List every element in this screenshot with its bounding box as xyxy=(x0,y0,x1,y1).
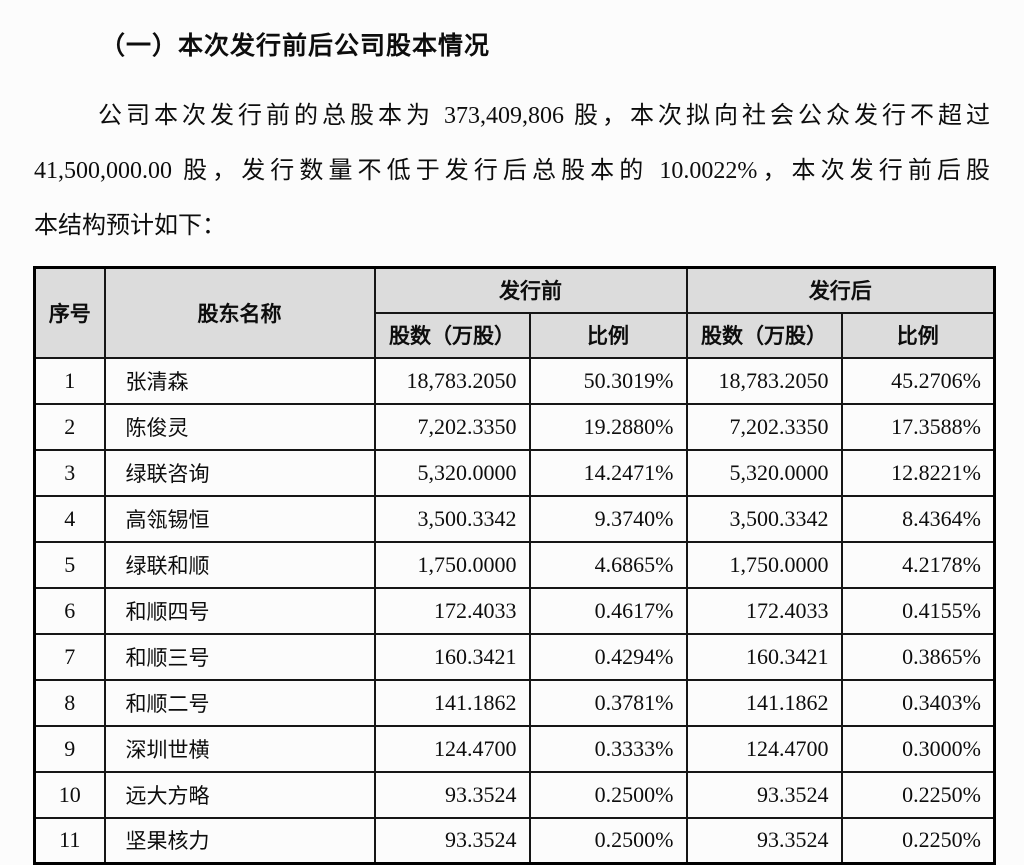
cell-shareholder-name: 高瓴锡恒 xyxy=(103,494,376,543)
header-col-index: 序号 xyxy=(33,266,106,359)
cell-post-ratio: 0.3403% xyxy=(840,678,996,727)
cell-shareholder-name: 和顺四号 xyxy=(103,586,376,635)
table-row: 4 高瓴锡恒 3,500.3342 9.3740% 3,500.3342 8.4364% xyxy=(33,494,996,543)
cell-post-ratio: 12.8221% xyxy=(840,448,996,497)
cell-post-ratio: 0.2250% xyxy=(840,816,996,865)
cell-shareholder-name: 张清森 xyxy=(103,356,376,405)
cell-pre-shares: 93.3524 xyxy=(373,770,531,819)
cell-pre-ratio: 50.3019% xyxy=(528,356,688,405)
header-pre-ratio: 比例 xyxy=(528,311,688,359)
cell-index: 6 xyxy=(33,586,106,635)
cell-post-ratio: 8.4364% xyxy=(840,494,996,543)
table-row: 2 陈俊灵 7,202.3350 19.2880% 7,202.3350 17.3588% xyxy=(33,402,996,451)
header-col-shareholder: 股东名称 xyxy=(103,266,376,359)
cell-shareholder-name: 绿联和顺 xyxy=(103,540,376,589)
cell-pre-ratio: 0.4617% xyxy=(528,586,688,635)
cell-shareholder-name: 远大方略 xyxy=(103,770,376,819)
cell-pre-ratio: 0.4294% xyxy=(528,632,688,681)
cell-pre-shares: 5,320.0000 xyxy=(373,448,531,497)
cell-index: 4 xyxy=(33,494,106,543)
header-post-shares: 股数（万股） xyxy=(685,311,843,359)
cell-index: 8 xyxy=(33,678,106,727)
cell-post-ratio: 4.2178% xyxy=(840,540,996,589)
header-group-post-issuance: 发行后 xyxy=(685,266,996,314)
cell-post-ratio: 45.2706% xyxy=(840,356,996,405)
table-row: 9 深圳世横 124.4700 0.3333% 124.4700 0.3000% xyxy=(33,724,996,773)
table-row: 3 绿联咨询 5,320.0000 14.2471% 5,320.0000 12.8221… xyxy=(33,448,996,497)
cell-pre-shares: 160.3421 xyxy=(373,632,531,681)
shareholding-table: 序号 股东名称 发行前 发行后 股数（万股） 比例 股数（万股） 比例 1 张清森… xyxy=(33,266,996,865)
cell-index: 2 xyxy=(33,402,106,451)
table-row: 1 张清森 18,783.2050 50.3019% 18,783.2050 45.270… xyxy=(33,356,996,405)
cell-pre-shares: 141.1862 xyxy=(373,678,531,727)
cell-pre-ratio: 19.2880% xyxy=(528,402,688,451)
cell-post-shares: 172.4033 xyxy=(685,586,843,635)
cell-post-shares: 124.4700 xyxy=(685,724,843,773)
cell-post-ratio: 0.3865% xyxy=(840,632,996,681)
intro-line-3: 本结构预计如下： xyxy=(34,213,226,239)
intro-paragraph: 公司本次发行前的总股本为 373,409,806 股，本次拟向社会公众发行不超过… xyxy=(34,89,990,254)
header-post-ratio: 比例 xyxy=(840,311,996,359)
cell-shareholder-name: 绿联咨询 xyxy=(103,448,376,497)
cell-post-shares: 141.1862 xyxy=(685,678,843,727)
table-row: 5 绿联和顺 1,750.0000 4.6865% 1,750.0000 4.2178% xyxy=(33,540,996,589)
table-header: 序号 股东名称 发行前 发行后 股数（万股） 比例 股数（万股） 比例 xyxy=(33,266,996,359)
cell-pre-shares: 3,500.3342 xyxy=(373,494,531,543)
cell-post-ratio: 0.4155% xyxy=(840,586,996,635)
cell-post-shares: 7,202.3350 xyxy=(685,402,843,451)
cell-pre-ratio: 4.6865% xyxy=(528,540,688,589)
cell-shareholder-name: 陈俊灵 xyxy=(103,402,376,451)
cell-pre-shares: 93.3524 xyxy=(373,816,531,865)
table-row: 7 和顺三号 160.3421 0.4294% 160.3421 0.3865% xyxy=(33,632,996,681)
cell-pre-ratio: 0.3781% xyxy=(528,678,688,727)
cell-index: 7 xyxy=(33,632,106,681)
table-row: 8 和顺二号 141.1862 0.3781% 141.1862 0.3403% xyxy=(33,678,996,727)
cell-shareholder-name: 坚果核力 xyxy=(103,816,376,865)
cell-shareholder-name: 和顺三号 xyxy=(103,632,376,681)
cell-index: 3 xyxy=(33,448,106,497)
cell-post-ratio: 17.3588% xyxy=(840,402,996,451)
cell-post-shares: 18,783.2050 xyxy=(685,356,843,405)
cell-index: 11 xyxy=(33,816,106,865)
cell-pre-shares: 7,202.3350 xyxy=(373,402,531,451)
intro-line-2: 41,500,000.00 股，发行数量不低于发行后总股本的 10.0022%，… xyxy=(34,158,990,184)
header-group-pre-issuance: 发行前 xyxy=(373,266,688,314)
cell-post-shares: 3,500.3342 xyxy=(685,494,843,543)
header-row-groups: 序号 股东名称 发行前 发行后 xyxy=(33,266,996,359)
cell-post-shares: 1,750.0000 xyxy=(685,540,843,589)
cell-index: 5 xyxy=(33,540,106,589)
cell-index: 9 xyxy=(33,724,106,773)
cell-pre-ratio: 0.3333% xyxy=(528,724,688,773)
cell-shareholder-name: 深圳世横 xyxy=(103,724,376,773)
cell-pre-shares: 18,783.2050 xyxy=(373,356,531,405)
cell-index: 1 xyxy=(33,356,106,405)
cell-pre-ratio: 0.2500% xyxy=(528,770,688,819)
section-heading: （一）本次发行前后公司股本情况 xyxy=(100,32,491,60)
cell-post-ratio: 0.3000% xyxy=(840,724,996,773)
cell-pre-shares: 172.4033 xyxy=(373,586,531,635)
header-pre-shares: 股数（万股） xyxy=(373,311,531,359)
cell-pre-ratio: 0.2500% xyxy=(528,816,688,865)
intro-line-1: 公司本次发行前的总股本为 373,409,806 股，本次拟向社会公众发行不超过 xyxy=(98,103,990,129)
cell-post-ratio: 0.2250% xyxy=(840,770,996,819)
cell-post-shares: 160.3421 xyxy=(685,632,843,681)
cell-shareholder-name: 和顺二号 xyxy=(103,678,376,727)
header-row-sub: 股数（万股） 比例 股数（万股） 比例 xyxy=(35,311,996,359)
table-row: 6 和顺四号 172.4033 0.4617% 172.4033 0.4155% xyxy=(33,586,996,635)
cell-post-shares: 5,320.0000 xyxy=(685,448,843,497)
cell-pre-ratio: 14.2471% xyxy=(528,448,688,497)
cell-pre-shares: 1,750.0000 xyxy=(373,540,531,589)
cell-pre-shares: 124.4700 xyxy=(373,724,531,773)
cell-post-shares: 93.3524 xyxy=(685,770,843,819)
table-row: 10 远大方略 93.3524 0.2500% 93.3524 0.2250% xyxy=(33,770,996,819)
table-body: 1 张清森 18,783.2050 50.3019% 18,783.2050 45.270… xyxy=(33,356,996,865)
table-row: 11 坚果核力 93.3524 0.2500% 93.3524 0.2250% xyxy=(33,816,996,865)
cell-post-shares: 93.3524 xyxy=(685,816,843,865)
cell-pre-ratio: 9.3740% xyxy=(528,494,688,543)
cell-index: 10 xyxy=(33,770,106,819)
